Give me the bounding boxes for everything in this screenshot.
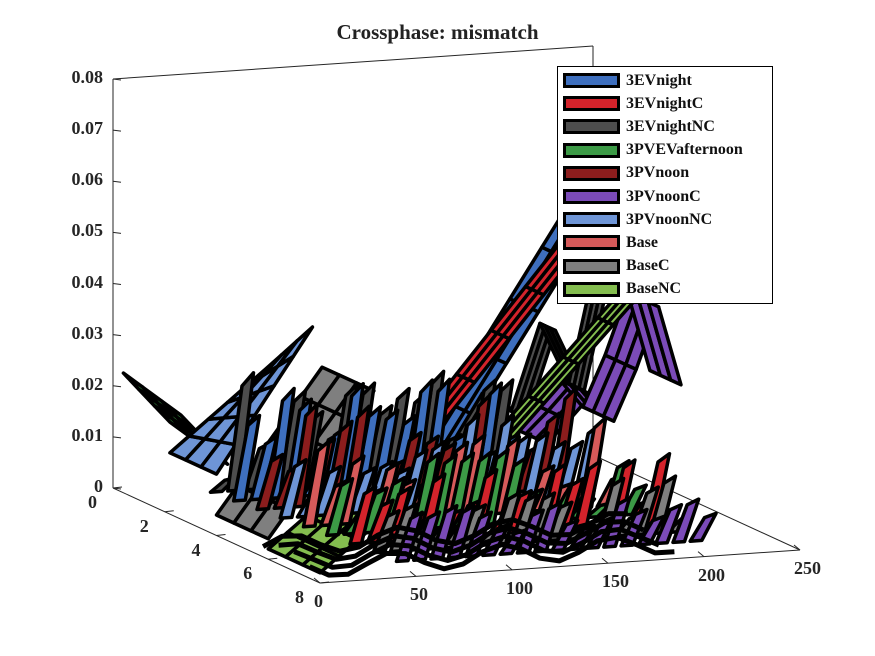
surface-spike	[653, 502, 684, 546]
floor-edge	[278, 519, 645, 562]
legend-label: 3PVnoon	[626, 164, 690, 182]
legend-item: BaseNC	[558, 278, 772, 301]
x-tick-label: 150	[602, 571, 629, 592]
x-tick-mark	[793, 544, 801, 551]
axis-line	[319, 549, 801, 584]
x-tick-label: 50	[410, 584, 428, 605]
legend-swatch	[563, 73, 620, 89]
y-tick-label: 4	[191, 539, 201, 560]
y-tick-mark	[319, 581, 330, 584]
legend-item: 3EVnightNC	[558, 115, 772, 138]
legend-label: BaseC	[626, 257, 670, 275]
surface-spike	[255, 452, 285, 512]
legend-label: 3EVnightNC	[626, 117, 715, 135]
z-tick-mark	[112, 436, 122, 439]
legend-item: 3PVnoonC	[558, 185, 772, 208]
legend-item: 3EVnight	[558, 69, 772, 92]
z-tick-mark	[112, 180, 122, 183]
y-tick-mark	[216, 534, 226, 536]
z-tick-label: 0.07	[71, 118, 104, 139]
legend-label: BaseNC	[626, 280, 682, 298]
y-tick-label: 6	[243, 563, 253, 584]
z-tick-mark	[112, 334, 122, 337]
z-tick-mark	[112, 231, 122, 234]
legend-label: 3PVnoonC	[626, 187, 701, 205]
legend-swatch	[563, 189, 620, 205]
legend-swatch	[563, 281, 620, 297]
legend-swatch	[563, 165, 620, 181]
z-tick-label: 0.02	[71, 373, 104, 394]
surface-spike	[313, 464, 343, 518]
z-tick-label: 0.08	[71, 67, 104, 87]
y-tick-mark	[164, 510, 174, 513]
legend-label: 3PVEVafternoon	[626, 141, 743, 159]
surface-patch	[646, 300, 683, 387]
x-tick-label: 100	[506, 577, 533, 598]
legend-label: Base	[626, 233, 658, 251]
x-tick-label: 200	[698, 564, 725, 585]
legend-label: 3EVnight	[626, 71, 692, 89]
surface-spike	[231, 413, 262, 503]
legend-label: 3PVnoonNC	[626, 210, 713, 228]
legend-swatch	[563, 119, 620, 135]
legend-swatch	[563, 96, 620, 112]
x-tick-label: 0	[314, 591, 323, 611]
x-tick-mark	[505, 564, 513, 571]
surface-spike	[348, 485, 378, 546]
floor-edge	[261, 511, 628, 554]
z-tick-label: 0	[94, 476, 103, 496]
y-tick-label: 8	[295, 587, 304, 607]
legend-item: Base	[558, 231, 772, 254]
z-tick-label: 0.05	[71, 220, 104, 241]
legend-label: 3EVnightC	[626, 94, 704, 112]
x-tick-mark	[601, 557, 609, 564]
legend-swatch	[563, 235, 620, 251]
axis-line	[112, 45, 594, 80]
surface-spike	[301, 439, 331, 529]
x-tick-mark	[313, 577, 321, 584]
surface-spike	[324, 476, 355, 538]
y-tick-mark	[268, 557, 278, 560]
surface-spike	[278, 457, 308, 520]
legend-swatch	[563, 142, 620, 158]
z-tick-label: 0.04	[71, 271, 104, 292]
z-tick-mark	[112, 283, 122, 285]
surface-patch	[276, 325, 315, 368]
z-tick-label: 0.06	[71, 169, 104, 190]
z-tick-mark	[112, 78, 122, 81]
y-tick-label: 0	[88, 492, 97, 512]
legend-item: 3PVnoonNC	[558, 208, 772, 231]
floor-edge	[308, 534, 675, 578]
y-tick-mark	[112, 486, 123, 489]
floor-edge	[293, 526, 660, 570]
legend-swatch	[563, 258, 620, 274]
legend-item: 3PVEVafternoon	[558, 139, 772, 162]
x-tick-label: 250	[794, 558, 821, 578]
chart-title: Crossphase: mismatch	[336, 20, 539, 44]
legend-item: 3EVnightC	[558, 92, 772, 115]
surface-spike	[688, 511, 718, 543]
z-tick-mark	[112, 129, 122, 132]
legend: 3EVnight 3EVnightC 3EVnightNC 3PVEVafter…	[557, 66, 773, 304]
surface-patches	[121, 142, 718, 578]
legend-swatch	[563, 212, 620, 228]
z-tick-label: 0.01	[71, 424, 104, 445]
surface-spike	[671, 497, 701, 545]
x-tick-mark	[697, 551, 705, 557]
legend-item: 3PVnoon	[558, 162, 772, 185]
legend-item: BaseC	[558, 255, 772, 278]
z-tick-mark	[112, 385, 122, 388]
z-tick-label: 0.03	[71, 322, 104, 343]
x-tick-mark	[409, 571, 417, 577]
y-tick-label: 2	[139, 515, 149, 536]
